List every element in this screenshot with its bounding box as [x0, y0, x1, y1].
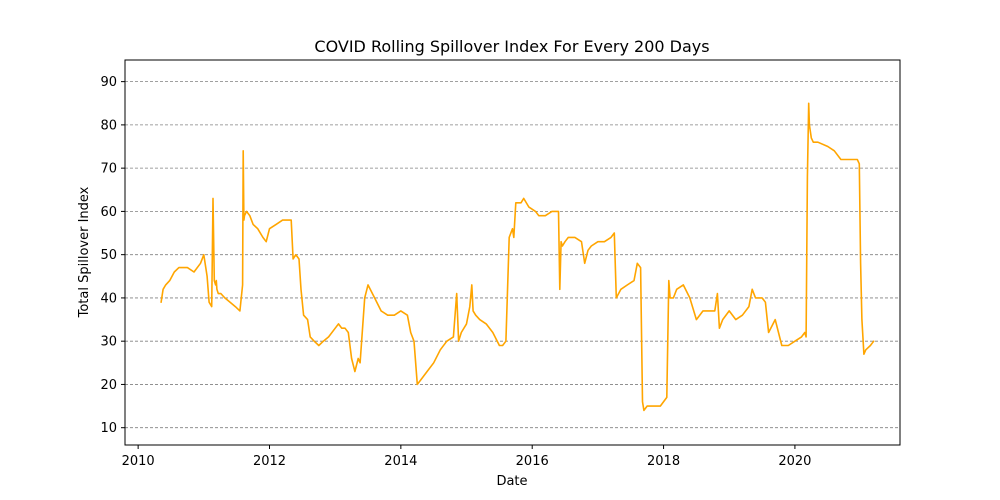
y-tick-label: 60	[100, 205, 117, 220]
y-tick-label: 50	[100, 248, 117, 263]
y-axis-ticks: 10 20 30 40 50 60 70 80 90	[100, 75, 125, 436]
y-tick-label: 20	[100, 378, 117, 393]
x-tick-label: 2014	[384, 454, 417, 469]
x-tick-label: 2018	[647, 454, 680, 469]
y-axis-title: Total Spillover Index	[77, 186, 92, 318]
series-line-group	[160, 102, 875, 412]
x-axis-ticks: 2010 2012 2014 2016 2018 2020	[122, 445, 811, 469]
y-tick-label: 30	[100, 335, 117, 350]
plot-frame	[124, 59, 901, 446]
x-tick-label: 2012	[253, 454, 286, 469]
y-tick-label: 10	[100, 421, 117, 436]
y-grid-lines	[125, 81, 900, 429]
x-tick-label: 2020	[778, 454, 811, 469]
y-tick-label: 90	[100, 75, 117, 90]
y-tick-label: 80	[100, 118, 117, 133]
spillover-series-line	[160, 102, 875, 412]
x-tick-label: 2016	[516, 454, 549, 469]
y-tick-label: 40	[100, 291, 117, 306]
x-axis-title: Date	[496, 474, 527, 489]
chart-title: COVID Rolling Spillover Index For Every …	[314, 37, 709, 56]
x-tick-label: 2010	[122, 454, 155, 469]
y-tick-label: 70	[100, 162, 117, 177]
